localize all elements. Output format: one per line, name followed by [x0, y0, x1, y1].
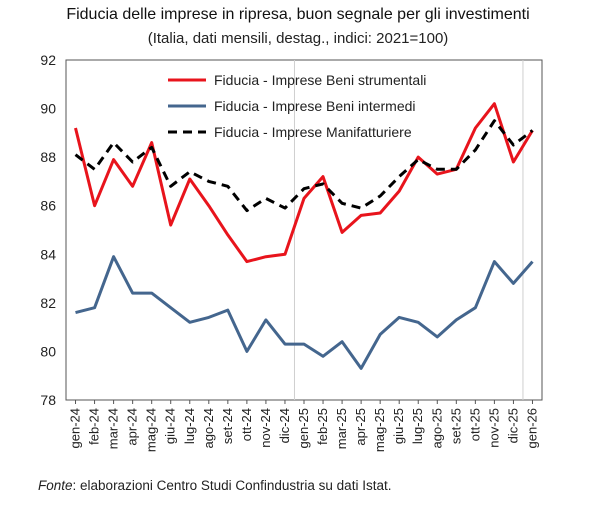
- series-line-3: [74, 119, 534, 213]
- chart-subtitle: (Italia, dati mensili, destag., indici: …: [147, 30, 449, 47]
- x-tick-label: apr-24: [125, 408, 140, 446]
- source-label: Fonte: [38, 478, 73, 493]
- x-tick-label: feb-25: [315, 408, 330, 445]
- x-tick-label: set-24: [220, 408, 235, 444]
- y-tick-label: 80: [40, 343, 56, 359]
- legend-label-2: Fiducia - Imprese Beni intermedi: [214, 98, 416, 114]
- source-text: : elaborazioni Centro Studi Confindustri…: [72, 478, 392, 493]
- legend-label-3: Fiducia - Imprese Manifatturiere: [214, 124, 412, 140]
- x-tick-label: feb-24: [87, 408, 102, 445]
- legend-label-1: Fiducia - Imprese Beni strumentali: [214, 72, 426, 88]
- y-tick-label: 88: [40, 149, 56, 165]
- y-tick-label: 82: [40, 295, 56, 311]
- x-tick-label: mar-25: [334, 408, 349, 449]
- y-tick-label: 78: [40, 392, 56, 408]
- series-lines: [74, 102, 534, 370]
- x-tick-label: lug-24: [182, 408, 197, 444]
- x-tick-label: mag-24: [144, 408, 159, 452]
- x-tick-label: apr-25: [353, 408, 368, 446]
- y-tick-label: 92: [40, 52, 56, 68]
- x-tick-label: ott-25: [467, 408, 482, 441]
- x-tick-label: set-25: [448, 408, 463, 444]
- x-tick-label: gen-24: [68, 408, 83, 448]
- chart-title: Fiducia delle imprese in ripresa, buon s…: [66, 6, 530, 23]
- x-tick-label: mar-24: [106, 408, 121, 449]
- x-tick-label: ago-24: [201, 408, 216, 448]
- x-tick-label: dic-24: [277, 408, 292, 443]
- x-tick-label: gen-26: [524, 408, 539, 448]
- x-tick-label: mag-25: [372, 408, 387, 452]
- x-tick-label: ago-25: [429, 408, 444, 448]
- x-tick-label: giu-24: [163, 408, 178, 444]
- x-tick-label: giu-25: [391, 408, 406, 444]
- x-tick-label: nov-25: [486, 408, 501, 448]
- y-tick-label: 86: [40, 198, 56, 214]
- x-tick-label: ott-24: [239, 408, 254, 441]
- x-tick-label: gen-25: [296, 408, 311, 448]
- y-axis: 78 80 82 84 86 88 90 92: [40, 52, 56, 408]
- series-line-2: [75, 255, 534, 370]
- x-axis: gen-24 feb-24 mar-24 apr-24 mag-24 giu-24 lug-…: [68, 400, 539, 452]
- source-note: Fonte: elaborazioni Centro Studi Confind…: [38, 478, 391, 493]
- y-tick-label: 84: [40, 246, 56, 262]
- x-tick-label: nov-24: [258, 408, 273, 448]
- x-tick-label: dic-25: [505, 408, 520, 443]
- y-tick-label: 90: [40, 101, 56, 117]
- x-tick-label: lug-25: [410, 408, 425, 444]
- legend: Fiducia - Imprese Beni strumentali Fiduci…: [168, 72, 426, 140]
